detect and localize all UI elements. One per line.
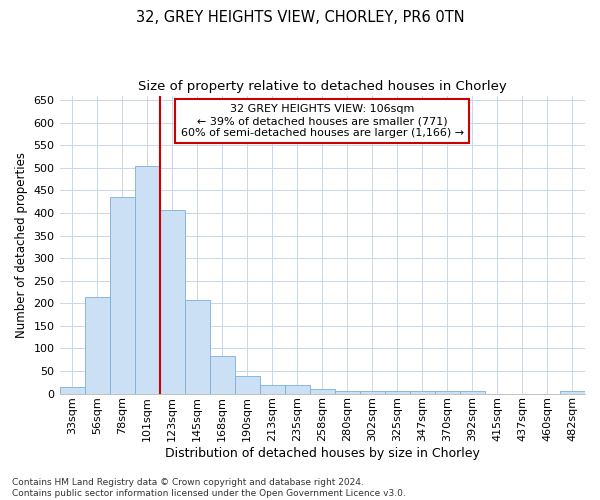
Y-axis label: Number of detached properties: Number of detached properties xyxy=(15,152,28,338)
Bar xyxy=(335,392,360,394)
Text: 32 GREY HEIGHTS VIEW: 106sqm
← 39% of detached houses are smaller (771)
60% of s: 32 GREY HEIGHTS VIEW: 106sqm ← 39% of de… xyxy=(181,104,464,138)
Bar xyxy=(110,197,134,394)
X-axis label: Distribution of detached houses by size in Chorley: Distribution of detached houses by size … xyxy=(165,447,480,460)
Bar xyxy=(59,387,85,394)
Text: Contains HM Land Registry data © Crown copyright and database right 2024.
Contai: Contains HM Land Registry data © Crown c… xyxy=(12,478,406,498)
Bar xyxy=(310,388,335,394)
Bar xyxy=(260,386,285,394)
Bar xyxy=(285,386,310,394)
Bar xyxy=(185,300,209,394)
Title: Size of property relative to detached houses in Chorley: Size of property relative to detached ho… xyxy=(138,80,506,93)
Bar xyxy=(560,392,585,394)
Bar xyxy=(410,392,435,394)
Bar xyxy=(134,166,160,394)
Bar xyxy=(385,392,410,394)
Bar xyxy=(160,210,185,394)
Bar xyxy=(460,392,485,394)
Bar xyxy=(235,376,260,394)
Bar xyxy=(435,392,460,394)
Bar xyxy=(85,298,110,394)
Bar xyxy=(209,356,235,394)
Bar xyxy=(360,392,385,394)
Text: 32, GREY HEIGHTS VIEW, CHORLEY, PR6 0TN: 32, GREY HEIGHTS VIEW, CHORLEY, PR6 0TN xyxy=(136,10,464,25)
